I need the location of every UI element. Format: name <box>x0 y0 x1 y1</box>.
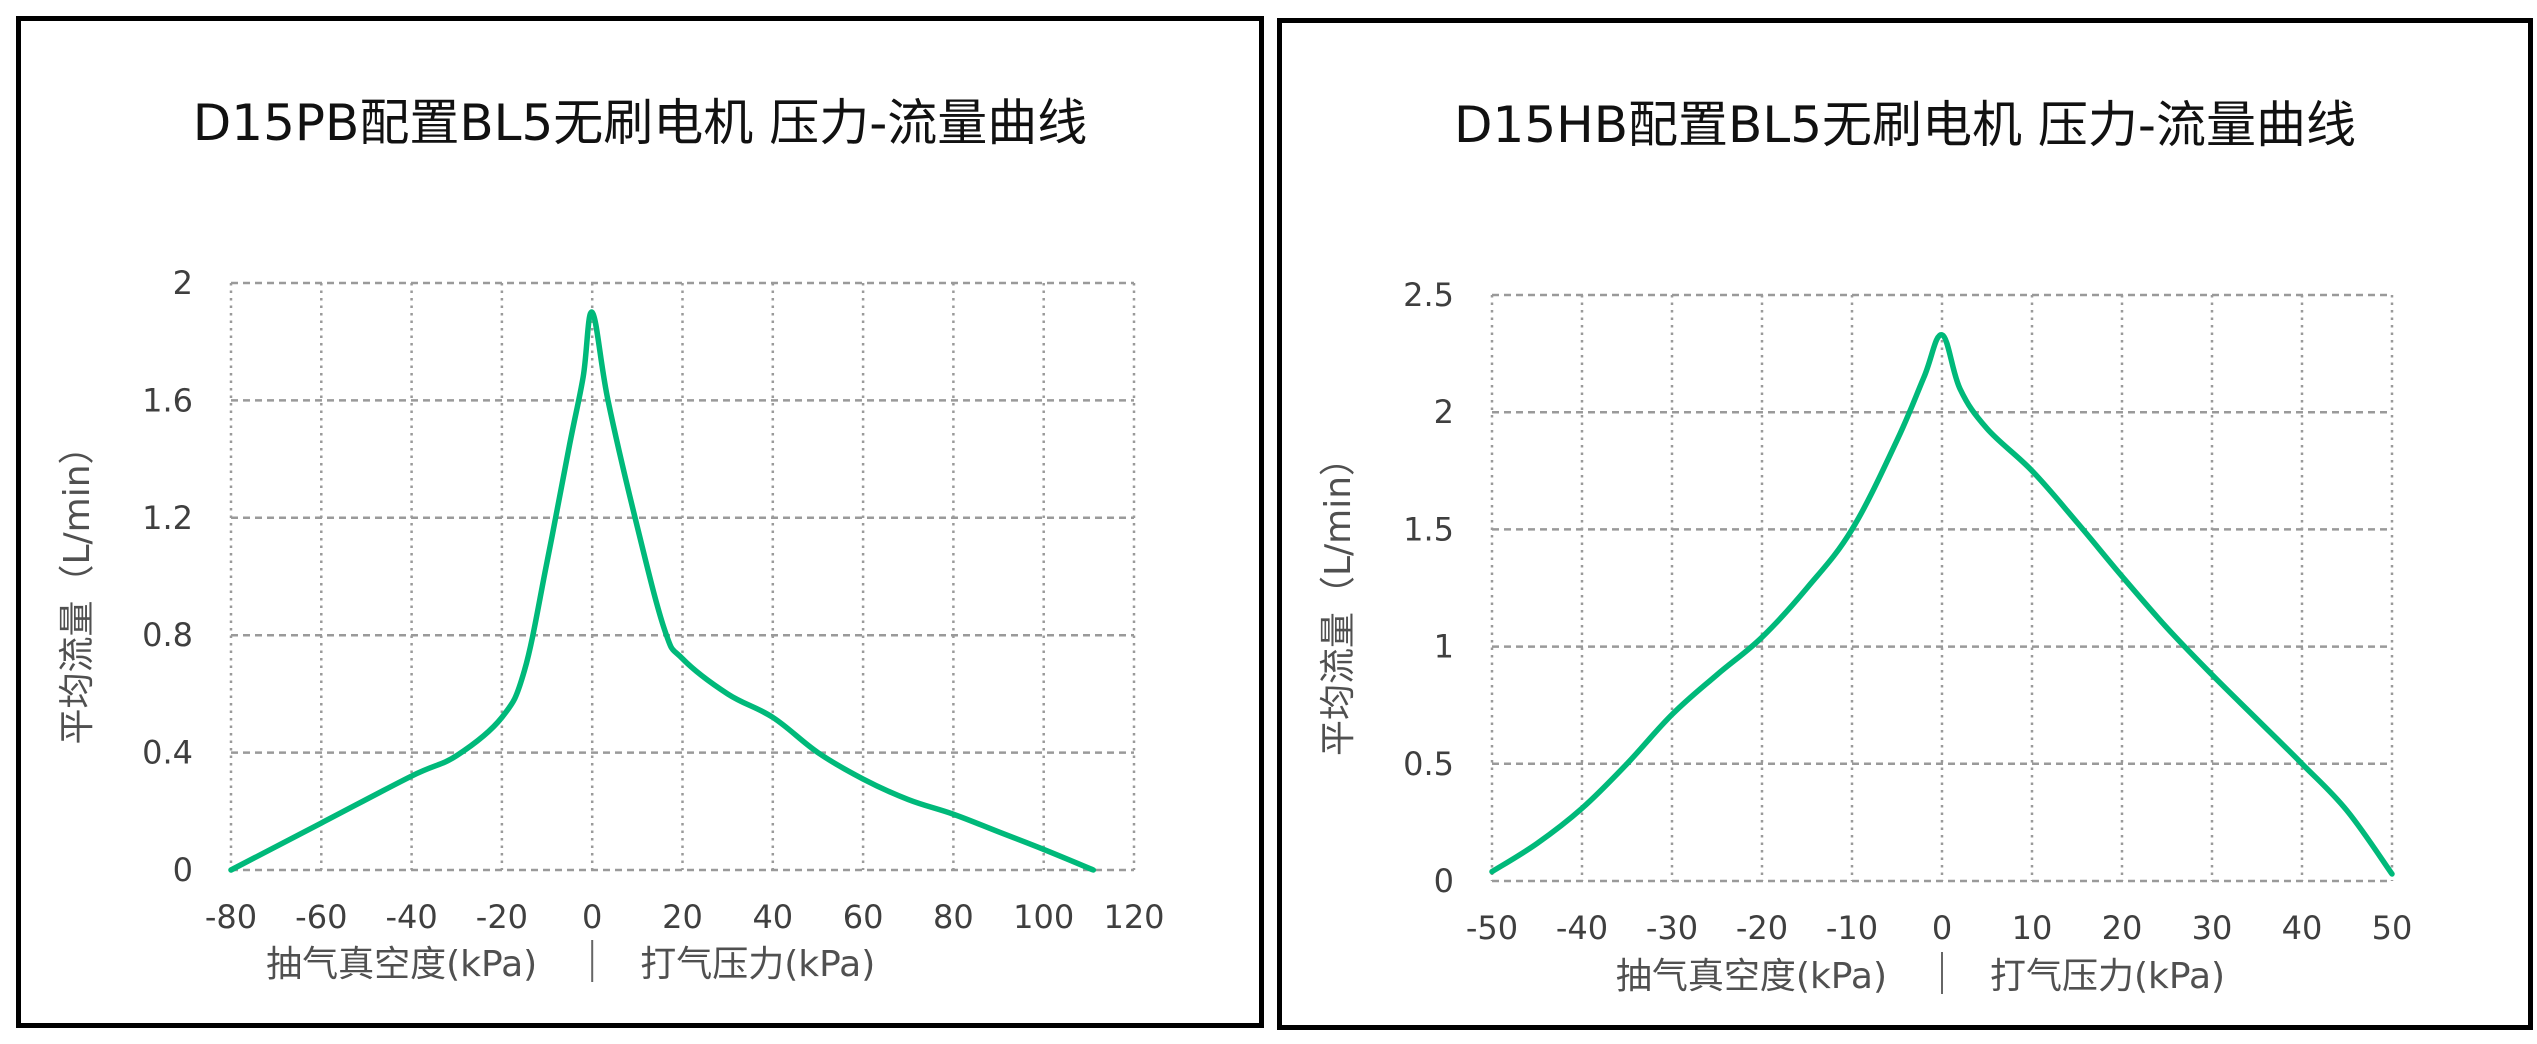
x-tick-label: 20 <box>2102 909 2143 947</box>
x-tick-label: 120 <box>1103 898 1164 936</box>
y-tick-label: 2 <box>173 264 193 302</box>
x-tick-label: 0 <box>582 898 602 936</box>
flow-curve-line <box>1489 332 2395 877</box>
y-tick-label: 1 <box>1434 628 1454 666</box>
grid <box>1490 293 2394 883</box>
y-tick-label: 0 <box>173 851 193 889</box>
x-tick-label: 20 <box>662 898 703 936</box>
x-tick-label: -80 <box>205 898 257 936</box>
x-axis-title-vacuum: 抽气真空度(kPa) <box>1616 956 1887 997</box>
x-tick-label: 60 <box>843 898 884 936</box>
x-tick-label: 80 <box>933 898 974 936</box>
x-tick-label: -40 <box>385 898 437 936</box>
x-tick-label: -20 <box>476 898 528 936</box>
y-tick-label: 0.8 <box>142 616 193 654</box>
y-tick-label: 0 <box>1434 862 1454 900</box>
x-tick-label: -30 <box>1646 909 1698 947</box>
y-axis-title: 平均流量（L/min） <box>57 428 98 744</box>
x-tick-label: 40 <box>752 898 793 936</box>
chart-title: D15HB配置BL5无刷电机 压力-流量曲线 <box>1454 96 2356 154</box>
x-axis-title-pressure: 打气压力(kPa) <box>1990 956 2225 997</box>
x-axis-title-vacuum: 抽气真空度(kPa) <box>266 944 537 985</box>
flow-curve-line <box>228 309 1097 873</box>
x-tick-label: -40 <box>1556 909 1608 947</box>
y-tick-label: 1.2 <box>142 499 193 537</box>
grid <box>229 281 1136 872</box>
x-axis-title-pressure: 打气压力(kPa) <box>640 944 875 985</box>
x-tick-label: -10 <box>1826 909 1878 947</box>
x-tick-label: 10 <box>2012 909 2053 947</box>
x-tick-label: -60 <box>295 898 347 936</box>
x-tick-label: 100 <box>1013 898 1074 936</box>
chart-title: D15PB配置BL5无刷电机 压力-流量曲线 <box>192 94 1088 152</box>
line-chart-d15pb: 0 0.4 0.8 1.2 1.6 2 -80 -60 -40 -20 0 20 40 60 80 100 12… <box>57 264 1165 985</box>
y-tick-label: 0.5 <box>1403 745 1454 783</box>
y-tick-label: 1.6 <box>142 381 193 419</box>
x-tick-label: 30 <box>2192 909 2233 947</box>
x-tick-label: 0 <box>1932 909 1952 947</box>
x-tick-label: -20 <box>1736 909 1788 947</box>
x-tick-label: 50 <box>2372 909 2413 947</box>
y-tick-label: 0.4 <box>142 734 193 772</box>
line-chart-d15hb: 0 0.5 1 1.5 2 2.5 -50 -40 -30 -20 -10 0 10 20 30 40 50 平均… <box>1318 276 2413 997</box>
y-tick-label: 1.5 <box>1403 510 1454 548</box>
x-tick-label: -50 <box>1466 909 1518 947</box>
x-tick-label: 40 <box>2282 909 2323 947</box>
y-tick-label: 2.5 <box>1403 276 1454 314</box>
chart-panel-d15hb: D15HB配置BL5无刷电机 压力-流量曲线 0 0.5 1 1.5 2 2.5 -50 -4… <box>1277 18 2533 1030</box>
chart-panel-d15pb: D15PB配置BL5无刷电机 压力-流量曲线 0 0.4 0.8 1.2 1.6 2 -80… <box>16 16 1264 1028</box>
y-tick-label: 2 <box>1434 393 1454 431</box>
y-axis-title: 平均流量（L/min） <box>1318 440 1359 756</box>
